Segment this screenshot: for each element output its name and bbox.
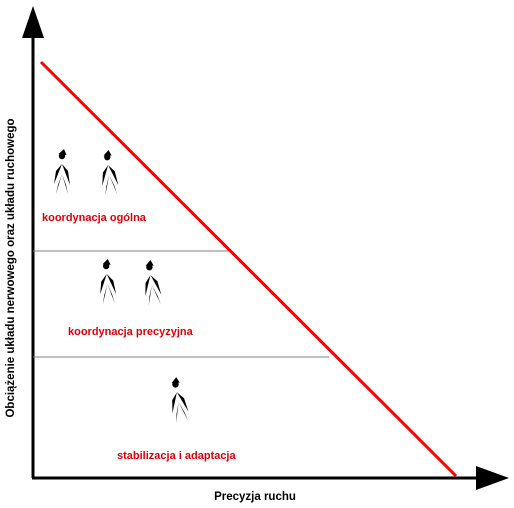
x-axis-label: Precyzja ruchu (214, 491, 296, 503)
y-axis-label: Obciążenie układu nerwowego oraz układu … (5, 118, 17, 417)
zone-label-stabilization: stabilizacja i adaptacja (117, 450, 236, 462)
zone-label-precise: koordynacja precyzyjna (68, 326, 194, 338)
y-axis-arrowhead (22, 6, 44, 38)
trend-line (39, 60, 458, 478)
skier-crouch-icon (92, 148, 128, 202)
skier-poles-icon (91, 257, 126, 310)
zone-label-general: koordynacja ogólna (42, 212, 147, 224)
x-axis-arrowhead (476, 466, 509, 490)
skier-straight-icon (48, 149, 78, 199)
skier-low-icon (160, 374, 199, 430)
skier-turn-icon (134, 258, 172, 312)
